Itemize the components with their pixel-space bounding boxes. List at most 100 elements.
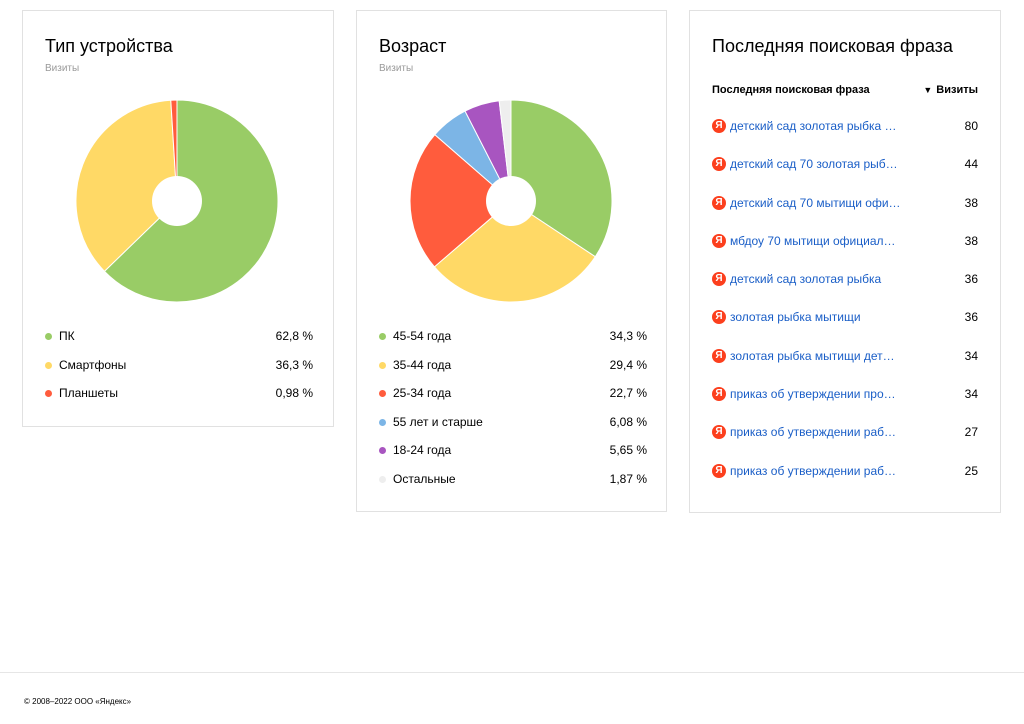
legend-item[interactable]: 35-44 года 29,4 % [379, 358, 647, 387]
legend-item[interactable]: Остальные 1,87 % [379, 472, 647, 501]
legend-item[interactable]: Смартфоны 36,3 % [45, 358, 313, 387]
search-phrase-link[interactable]: детский сад 70 мытищи офи… [730, 195, 901, 210]
legend-label: 25-34 года [393, 386, 452, 400]
age-pie-chart [409, 99, 613, 303]
yandex-icon: Я [712, 272, 726, 287]
device-type-card: Тип устройства Визиты ПК 62,8 % Смартфоны 3… [22, 10, 334, 427]
legend-label: ПК [59, 329, 75, 343]
card-title: Тип устройства [45, 36, 173, 56]
device-type-legend: ПК 62,8 % Смартфоны 36,3 % Планшеты 0,98 % [45, 329, 313, 415]
legend-value: 29,4 % [609, 357, 647, 372]
search-phrase-link[interactable]: детский сад золотая рыбка … [730, 119, 897, 133]
legend-item[interactable]: 18-24 года 5,65 % [379, 443, 647, 472]
legend-item[interactable]: 55 лет и старше 6,08 % [379, 415, 647, 444]
legend-color-dot [379, 390, 386, 397]
legend-color-dot [45, 333, 52, 340]
yandex-icon: Я [712, 233, 726, 248]
legend-value: 1,87 % [609, 471, 647, 486]
card-subtitle: Визиты [379, 63, 414, 74]
legend-label: 35-44 года [393, 357, 452, 372]
search-phrase-link[interactable]: приказ об утверждении раб… [730, 463, 897, 478]
visits-value: 38 [964, 195, 978, 210]
yandex-icon: Я [712, 425, 726, 440]
yandex-icon: Я [712, 157, 726, 172]
legend-item[interactable]: Планшеты 0,98 % [45, 386, 313, 415]
pie-slice-3[interactable] [409, 133, 512, 268]
legend-item[interactable]: 25-34 года 22,7 % [379, 386, 647, 415]
visits-value: 36 [964, 310, 978, 325]
search-phrase-link[interactable]: золотая рыбка мытищи [730, 310, 861, 325]
legend-item[interactable]: ПК 62,8 % [45, 329, 313, 358]
column-header-visits[interactable]: ▼ Визиты [923, 84, 978, 96]
pie-slice-6[interactable] [498, 99, 512, 202]
visits-value: 25 [964, 463, 978, 478]
card-title: Последняя поисковая фраза [712, 36, 953, 56]
legend-label: Смартфоны [59, 357, 127, 372]
legend-item[interactable]: 45-54 года 34,3 % [379, 329, 647, 358]
sort-arrow-icon: ▼ [923, 85, 933, 95]
search-phrase-link[interactable]: детский сад 70 золотая рыб… [730, 157, 898, 172]
yandex-icon: Я [712, 195, 726, 210]
legend-label: Остальные [393, 471, 456, 486]
footer-divider [0, 672, 1024, 673]
age-legend: 45-54 года 34,3 % 35-44 года 29,4 % 25-34 го… [379, 329, 647, 500]
yandex-icon: Я [712, 463, 726, 478]
column-header-phrase[interactable]: Последняя поисковая фраза [712, 84, 870, 96]
legend-label: 45-54 года [393, 329, 452, 343]
yandex-icon: Я [712, 119, 726, 133]
search-phrase-link[interactable]: приказ об утверждении про… [730, 387, 896, 402]
visits-value: 34 [964, 348, 978, 363]
search-phrase-link[interactable]: детский сад золотая рыбка [730, 272, 882, 287]
column-header-visits-label: Визиты [936, 84, 978, 96]
visits-value: 38 [964, 233, 978, 248]
legend-value: 36,3 % [275, 357, 313, 372]
legend-color-dot [45, 361, 52, 369]
search-phrase-link[interactable]: золотая рыбка мытищи дет… [730, 348, 895, 363]
legend-label: Планшеты [59, 386, 118, 400]
donut-hole [486, 176, 536, 226]
legend-value: 0,98 % [275, 386, 313, 400]
legend-color-dot [379, 333, 386, 340]
card-subtitle: Визиты [45, 63, 80, 74]
legend-color-dot [379, 361, 386, 369]
yandex-icon: Я [712, 348, 726, 363]
search-phrase-link[interactable]: приказ об утверждении раб… [730, 425, 897, 440]
legend-color-dot [379, 418, 386, 426]
card-title: Возраст [379, 36, 447, 56]
legend-label: 18-24 года [393, 443, 452, 457]
visits-value: 80 [964, 119, 978, 133]
yandex-icon: Я [712, 387, 726, 402]
search-phrase-link[interactable]: мбдоу 70 мытищи официал… [730, 233, 896, 248]
pie-slice-2[interactable] [75, 99, 178, 272]
pie-slice-2[interactable] [433, 200, 596, 303]
legend-value: 34,3 % [609, 329, 647, 343]
visits-value: 34 [964, 387, 978, 402]
visits-value: 27 [964, 425, 978, 440]
visits-value: 36 [964, 272, 978, 287]
legend-value: 22,7 % [609, 386, 647, 400]
device-type-pie-chart [75, 99, 279, 303]
legend-label: 55 лет и старше [393, 414, 483, 429]
legend-value: 6,08 % [609, 414, 647, 429]
age-card: Возраст Визиты 45-54 года 34,3 % 35-44 год… [356, 10, 667, 512]
legend-color-dot [379, 475, 386, 483]
legend-color-dot [379, 447, 386, 454]
table-header: Последняя поисковая фраза ▼ Визиты [712, 84, 978, 100]
footer-copyright: © 2008–2022 ООО «Яндекс» [24, 697, 132, 706]
yandex-icon: Я [712, 310, 726, 325]
legend-value: 5,65 % [609, 443, 647, 457]
legend-color-dot [45, 390, 52, 397]
donut-hole [152, 176, 202, 226]
pie-slice-3[interactable] [170, 99, 178, 202]
